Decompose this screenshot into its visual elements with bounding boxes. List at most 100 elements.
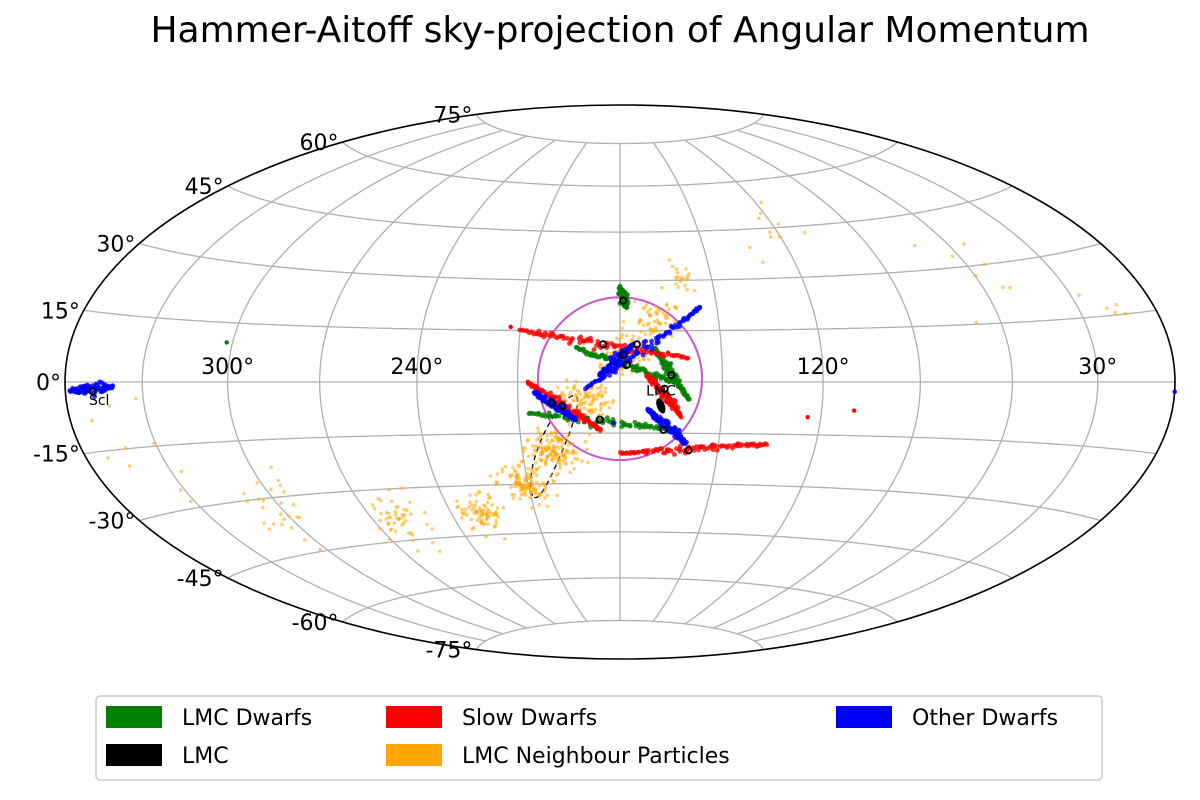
neighbour-particle xyxy=(542,489,547,494)
neighbour-particle xyxy=(519,481,523,486)
neighbour-particle xyxy=(665,312,669,317)
neighbour-particle xyxy=(678,279,683,283)
neighbour-particle xyxy=(553,435,558,440)
neighbour-particle xyxy=(269,465,273,469)
neighbour-particle xyxy=(950,254,955,259)
lat-tick-label: -60° xyxy=(292,611,339,636)
neighbour-particle xyxy=(430,540,435,545)
neighbour-particle xyxy=(529,486,534,491)
neighbour-particle xyxy=(585,447,589,452)
neighbour-particle xyxy=(637,321,641,325)
meridian-line xyxy=(736,129,1014,635)
other-dwarfs-point xyxy=(110,383,116,388)
neighbour-particle xyxy=(553,452,558,456)
neighbour-particle xyxy=(639,329,643,334)
neighbour-particle xyxy=(474,509,478,513)
neighbour-particle xyxy=(560,444,564,449)
neighbour-particle xyxy=(385,510,389,515)
neighbour-particle xyxy=(575,396,580,401)
neighbour-particle xyxy=(620,332,625,337)
slow-dwarfs-point xyxy=(713,443,718,449)
neighbour-particle xyxy=(962,242,966,246)
slow-dwarfs-point xyxy=(805,415,810,420)
neighbour-particle xyxy=(474,492,478,497)
neighbour-particle xyxy=(510,472,514,477)
neighbour-particle xyxy=(460,507,464,512)
neighbour-particle xyxy=(386,522,391,526)
other-dwarfs-point xyxy=(613,369,618,375)
neighbour-particle xyxy=(494,519,498,523)
neighbour-particle xyxy=(276,478,281,483)
slow-dwarfs-point xyxy=(653,350,659,356)
neighbour-particle xyxy=(583,400,588,404)
neighbour-particle xyxy=(684,267,688,271)
neighbour-particle xyxy=(394,505,398,510)
neighbour-particle xyxy=(245,499,250,504)
neighbour-particle xyxy=(536,426,540,430)
lat-tick-label: -15° xyxy=(33,443,80,468)
other-dwarfs-point xyxy=(649,342,654,348)
neighbour-particle xyxy=(378,518,383,523)
neighbour-particle xyxy=(486,522,490,526)
meridian-line xyxy=(141,122,486,642)
lmc-dwarfs-point xyxy=(622,421,627,427)
neighbour-particle xyxy=(643,332,647,337)
neighbour-particle xyxy=(260,505,265,510)
neighbour-particle xyxy=(652,319,657,324)
neighbour-particle xyxy=(545,493,550,498)
neighbour-particle xyxy=(583,390,587,395)
neighbour-particle xyxy=(535,467,539,472)
neighbour-particle xyxy=(278,512,283,517)
other-dwarfs-point xyxy=(1172,389,1177,394)
neighbour-particle xyxy=(598,386,602,390)
neighbour-particle xyxy=(541,481,545,485)
neighbour-particle xyxy=(484,534,488,539)
neighbour-particle xyxy=(370,503,375,507)
neighbour-particle xyxy=(398,516,403,521)
slow-dwarfs-point xyxy=(597,428,603,433)
neighbour-particle xyxy=(603,390,607,395)
neighbour-particle xyxy=(282,490,286,494)
neighbour-particle xyxy=(692,288,697,293)
neighbour-particle xyxy=(769,235,773,239)
dwarf-marker xyxy=(667,370,676,380)
legend-label: Other Dwarfs xyxy=(912,706,1058,731)
neighbour-particle xyxy=(554,473,559,477)
legend-swatch xyxy=(106,706,162,728)
neighbour-particle xyxy=(589,394,594,399)
neighbour-particle xyxy=(549,474,553,478)
neighbour-particle xyxy=(483,504,488,509)
slow-dwarfs-point xyxy=(672,452,677,457)
neighbour-particle xyxy=(537,492,542,496)
neighbour-particle xyxy=(556,385,560,390)
other-dwarfs-point xyxy=(697,304,703,310)
neighbour-particle xyxy=(529,490,534,494)
neighbour-particle xyxy=(545,438,549,443)
other-dwarfs-point xyxy=(607,373,613,378)
neighbour-particle xyxy=(574,379,578,384)
neighbour-particle xyxy=(599,389,603,394)
neighbour-particle xyxy=(637,360,641,364)
neighbour-particle xyxy=(522,483,527,488)
neighbour-particle xyxy=(776,222,781,226)
slow-dwarfs-point xyxy=(678,414,684,420)
neighbour-particle xyxy=(547,445,551,450)
neighbour-particle xyxy=(535,437,539,442)
neighbour-particle xyxy=(514,474,518,479)
neighbour-particle xyxy=(537,484,542,488)
neighbour-particle xyxy=(543,448,547,453)
other-dwarfs-point xyxy=(684,439,689,445)
neighbour-particle xyxy=(517,464,522,469)
neighbour-particle xyxy=(551,444,556,448)
lat-tick-label: 15° xyxy=(41,299,80,324)
slow-dwarfs-point xyxy=(852,408,857,413)
neighbour-particle xyxy=(550,450,554,455)
neighbour-particle xyxy=(500,470,505,474)
annotation-label: LMC xyxy=(646,384,676,400)
dwarf-marker xyxy=(595,415,604,424)
slow-dwarfs-point xyxy=(588,335,593,341)
dwarf-marker xyxy=(684,446,693,455)
neighbour-particle xyxy=(656,318,660,323)
lat-tick-label: 0° xyxy=(36,371,61,396)
neighbour-particle xyxy=(463,507,468,512)
